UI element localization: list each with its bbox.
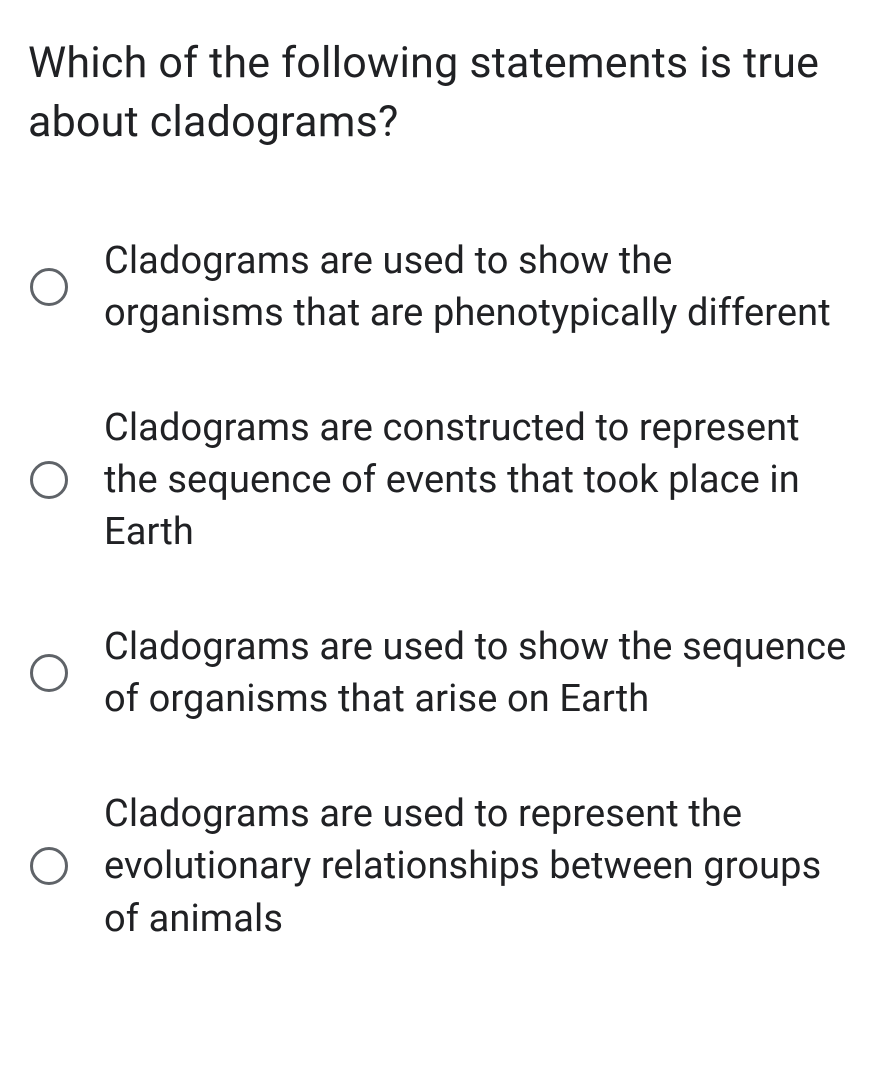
question-text: Which of the following statements is tru… <box>28 34 857 153</box>
radio-icon <box>30 847 68 885</box>
radio-icon <box>30 268 68 306</box>
option-4-label: Cladograms are used to represent the evo… <box>104 788 857 945</box>
radio-icon <box>30 654 68 692</box>
option-4[interactable]: Cladograms are used to represent the evo… <box>30 788 857 945</box>
option-3-label: Cladograms are used to show the sequence… <box>104 621 857 726</box>
radio-icon <box>30 461 68 499</box>
options-group: Cladograms are used to show the organism… <box>28 235 857 945</box>
option-3[interactable]: Cladograms are used to show the sequence… <box>30 621 857 726</box>
option-2[interactable]: Cladograms are constructed to represent … <box>30 402 857 559</box>
quiz-question-container: Which of the following statements is tru… <box>0 0 885 945</box>
option-1-label: Cladograms are used to show the organism… <box>104 235 857 340</box>
option-1[interactable]: Cladograms are used to show the organism… <box>30 235 857 340</box>
option-2-label: Cladograms are constructed to represent … <box>104 402 857 559</box>
